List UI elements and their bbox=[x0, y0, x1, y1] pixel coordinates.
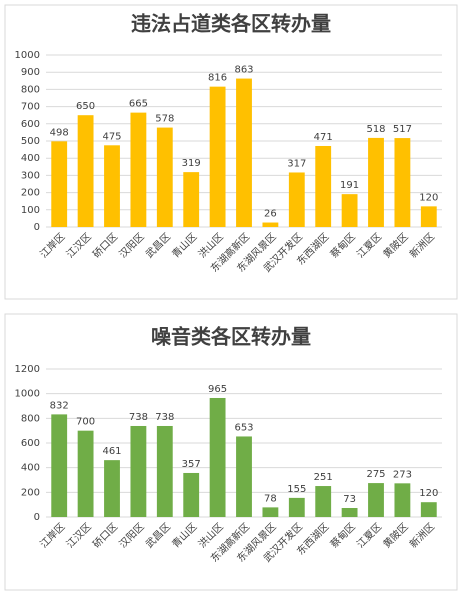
data-label: 518 bbox=[366, 124, 385, 135]
chart-title: 噪音类各区转办量 bbox=[151, 325, 311, 349]
data-label: 738 bbox=[129, 412, 148, 423]
data-label: 275 bbox=[366, 469, 385, 480]
bar bbox=[315, 145, 332, 227]
data-label: 475 bbox=[102, 131, 121, 142]
bar bbox=[77, 115, 94, 227]
bar bbox=[130, 425, 147, 517]
data-label: 78 bbox=[264, 493, 277, 504]
data-label: 319 bbox=[182, 158, 201, 169]
data-label: 251 bbox=[314, 472, 333, 483]
bar bbox=[394, 483, 411, 517]
bar bbox=[183, 172, 200, 227]
data-label: 357 bbox=[182, 459, 201, 470]
bar bbox=[288, 497, 305, 517]
y-tick-label: 600 bbox=[21, 119, 40, 130]
bar bbox=[156, 425, 173, 517]
bar bbox=[51, 414, 68, 517]
bar bbox=[236, 78, 252, 228]
y-tick-label: 900 bbox=[21, 67, 40, 78]
chart-title: 违法占道类各区转办量 bbox=[131, 12, 331, 36]
data-label: 578 bbox=[155, 114, 174, 125]
data-label: 700 bbox=[76, 417, 95, 428]
data-label: 517 bbox=[393, 124, 412, 135]
y-tick-label: 100 bbox=[21, 205, 40, 216]
y-tick-label: 200 bbox=[21, 188, 40, 199]
data-label: 498 bbox=[50, 127, 69, 138]
data-label: 738 bbox=[155, 412, 174, 423]
data-label: 653 bbox=[234, 422, 253, 433]
data-label: 73 bbox=[343, 494, 356, 505]
data-label: 120 bbox=[419, 488, 438, 499]
data-label: 317 bbox=[287, 158, 306, 169]
data-label: 863 bbox=[234, 65, 253, 76]
bar bbox=[183, 472, 200, 517]
bar bbox=[209, 397, 226, 517]
data-label: 191 bbox=[340, 180, 359, 191]
data-label: 665 bbox=[129, 99, 148, 110]
data-label: 650 bbox=[76, 101, 95, 112]
data-label: 471 bbox=[314, 132, 333, 143]
y-tick-label: 700 bbox=[21, 102, 40, 113]
data-label: 273 bbox=[393, 469, 412, 480]
bar bbox=[262, 222, 279, 227]
bar bbox=[104, 460, 120, 517]
bar bbox=[236, 436, 252, 517]
y-tick-label: 200 bbox=[21, 487, 40, 498]
y-tick-label: 500 bbox=[21, 136, 40, 147]
bar bbox=[315, 486, 332, 517]
bar bbox=[394, 138, 411, 227]
data-label: 120 bbox=[419, 192, 438, 203]
bar bbox=[288, 172, 305, 227]
bar bbox=[341, 507, 358, 517]
y-tick-label: 400 bbox=[21, 463, 40, 474]
bar bbox=[77, 430, 94, 517]
bar bbox=[262, 507, 279, 517]
data-label: 155 bbox=[287, 484, 306, 495]
y-tick-label: 0 bbox=[34, 512, 40, 523]
data-label: 965 bbox=[208, 384, 227, 395]
bar bbox=[368, 483, 384, 517]
y-tick-label: 1200 bbox=[15, 364, 40, 375]
data-label: 26 bbox=[264, 209, 277, 220]
bar bbox=[156, 127, 173, 227]
data-label: 816 bbox=[208, 73, 227, 84]
bar bbox=[104, 145, 120, 227]
data-label: 832 bbox=[50, 400, 69, 411]
bar bbox=[209, 86, 226, 227]
y-tick-label: 1000 bbox=[15, 389, 40, 400]
data-label: 461 bbox=[102, 446, 121, 457]
bar bbox=[341, 194, 358, 227]
y-tick-label: 0 bbox=[34, 222, 40, 233]
y-tick-label: 1000 bbox=[15, 50, 40, 61]
y-tick-label: 800 bbox=[21, 413, 40, 424]
y-tick-label: 600 bbox=[21, 438, 40, 449]
bar bbox=[420, 206, 437, 227]
bar bbox=[420, 502, 437, 517]
bar bbox=[368, 137, 384, 227]
y-tick-label: 300 bbox=[21, 170, 40, 181]
bar bbox=[130, 112, 147, 227]
y-tick-label: 400 bbox=[21, 153, 40, 164]
bar bbox=[51, 141, 68, 227]
y-tick-label: 800 bbox=[21, 84, 40, 95]
